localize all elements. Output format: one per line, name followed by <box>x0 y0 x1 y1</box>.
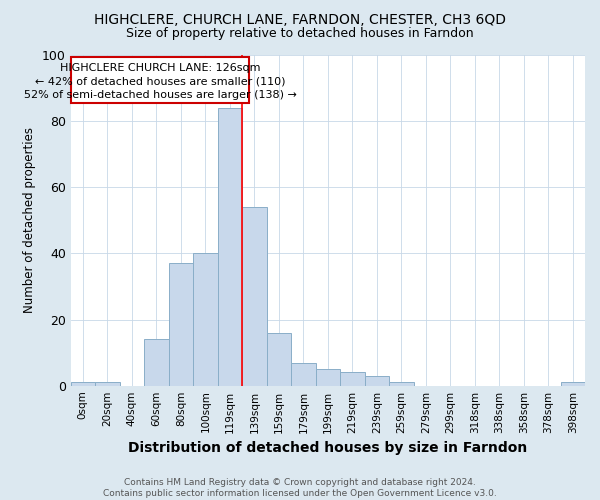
Bar <box>71 382 95 386</box>
Text: ← 42% of detached houses are smaller (110): ← 42% of detached houses are smaller (11… <box>35 76 285 86</box>
Text: 52% of semi-detached houses are larger (138) →: 52% of semi-detached houses are larger (… <box>23 90 296 101</box>
X-axis label: Distribution of detached houses by size in Farndon: Distribution of detached houses by size … <box>128 441 527 455</box>
Bar <box>389 382 413 386</box>
Bar <box>365 376 389 386</box>
Y-axis label: Number of detached properties: Number of detached properties <box>23 128 37 314</box>
Bar <box>95 382 119 386</box>
FancyBboxPatch shape <box>71 56 250 103</box>
Bar <box>169 264 193 386</box>
Bar <box>560 382 585 386</box>
Bar <box>266 333 291 386</box>
Bar <box>144 340 169 386</box>
Text: HIGHCLERE CHURCH LANE: 126sqm: HIGHCLERE CHURCH LANE: 126sqm <box>60 62 260 72</box>
Bar <box>316 369 340 386</box>
Text: Contains HM Land Registry data © Crown copyright and database right 2024.
Contai: Contains HM Land Registry data © Crown c… <box>103 478 497 498</box>
Text: HIGHCLERE, CHURCH LANE, FARNDON, CHESTER, CH3 6QD: HIGHCLERE, CHURCH LANE, FARNDON, CHESTER… <box>94 12 506 26</box>
Text: Size of property relative to detached houses in Farndon: Size of property relative to detached ho… <box>126 28 474 40</box>
Bar <box>242 207 266 386</box>
Bar <box>218 108 242 386</box>
Bar <box>291 362 316 386</box>
Bar <box>193 254 218 386</box>
Bar <box>340 372 365 386</box>
